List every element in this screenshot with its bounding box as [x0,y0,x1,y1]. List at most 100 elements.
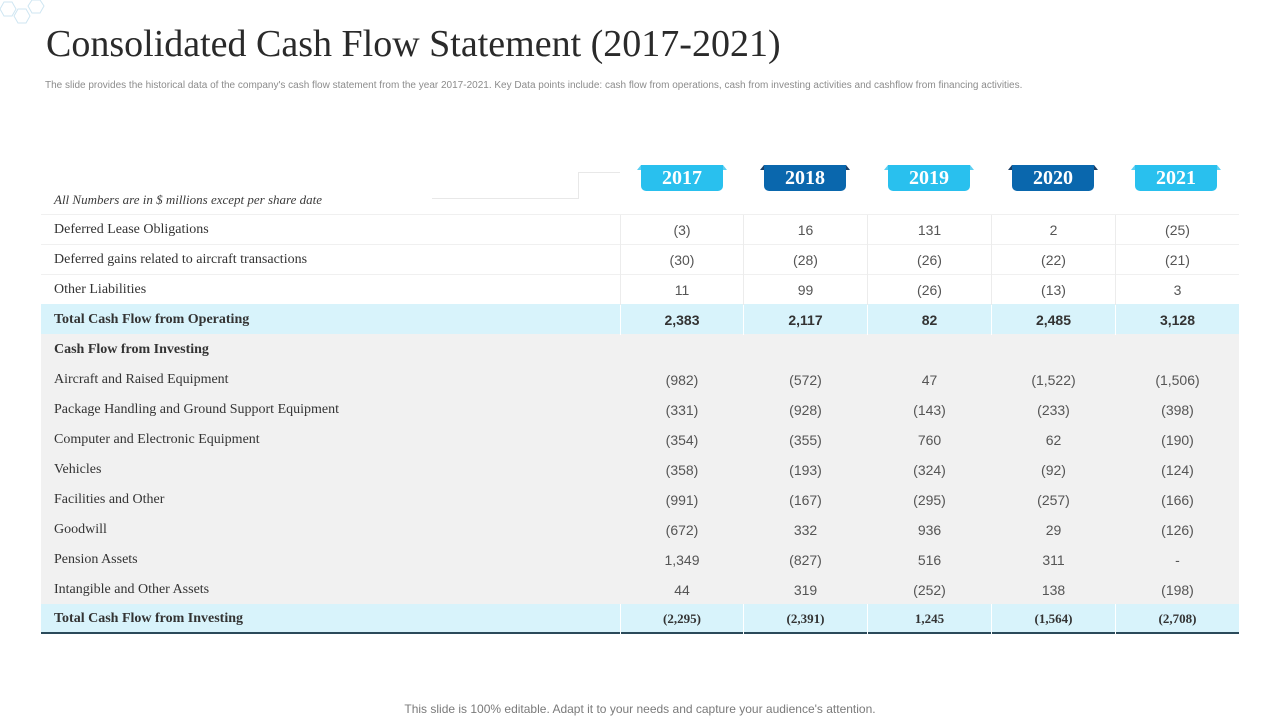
value-cell: 138 [1041,581,1066,598]
value-cell: (167) [789,491,822,508]
value-cell: 332 [793,521,818,538]
table-row: Intangible and Other Assets 44 319 (252) 138… [41,574,1239,604]
value-cell: 311 [1042,551,1065,568]
value-cell: (193) [789,461,822,478]
tab-body [641,165,723,191]
value-cell: (28) [743,244,867,275]
row-label: Cash Flow from Investing [54,341,209,357]
value-cell: (1,522) [1031,371,1076,388]
value-cell: 29 [1045,521,1062,538]
table-row: Other Liabilities 11 99 (26) (13) 3 [41,274,1239,305]
row-label: Other Liabilities [54,281,147,297]
value-cell: 3,128 [1115,304,1239,335]
tab-fold [637,165,641,170]
tab-fold [1008,165,1012,170]
value-cell: 11 [620,274,743,305]
value-cell: (198) [1161,581,1194,598]
tab-body [888,165,970,191]
table-row: Cash Flow from Investing [41,334,1239,364]
value-cell: (257) [1037,491,1070,508]
row-label: Computer and Electronic Equipment [54,431,260,447]
value-cell: (26) [867,244,991,275]
value-cell: (324) [913,461,946,478]
year-label: 2019 [909,167,949,189]
value-cell: (2,391) [743,603,867,634]
value-cell: 131 [867,214,991,245]
tab-fold [760,165,764,170]
value-cell: 44 [674,581,690,598]
value-cell: 2 [991,214,1115,245]
value-cell [620,335,743,365]
value-cell: 2,117 [743,304,867,335]
row-label: Facilities and Other [54,491,165,507]
tab-body [764,165,846,191]
page-title: Consolidated Cash Flow Statement (2017-2… [46,23,781,65]
value-cell: (26) [867,274,991,305]
value-cell: (572) [789,371,822,388]
tab-body [1012,165,1094,191]
value-cell: (354) [665,431,699,448]
table-row: Deferred gains related to aircraft trans… [41,244,1239,275]
value-cell: (2,295) [620,603,743,634]
value-cell: (126) [1161,521,1194,538]
table-row: Goodwill (672) 332 936 29 (126) [41,514,1239,544]
value-cell: (827) [789,551,822,568]
row-label: Intangible and Other Assets [54,581,210,597]
value-cell [991,335,1115,365]
value-cell: (1,506) [1155,371,1200,388]
value-cell: 319 [793,581,818,598]
table-row: Vehicles (358) (193) (324) (92) (124) [41,454,1239,484]
tab-fold [846,165,850,170]
value-cell: (2,708) [1115,603,1239,634]
value-cell: (21) [1115,244,1239,275]
row-label: Deferred Lease Obligations [54,221,209,237]
year-label: 2021 [1156,167,1196,189]
table-row: Aircraft and Raised Equipment (982) (572) 4… [41,364,1239,394]
value-cell: (331) [665,401,699,418]
value-cell: (92) [1041,461,1066,478]
table-row: Total Cash Flow from Investing (2,295) (2,… [41,603,1239,634]
value-cell: (991) [665,491,699,508]
value-cell: - [1175,551,1180,568]
value-cell: (252) [913,581,946,598]
row-label: Deferred gains related to aircraft trans… [54,251,308,267]
value-cell [867,335,991,365]
value-cell [743,335,867,365]
value-cell: 82 [867,304,991,335]
header-divider [432,198,579,199]
header-divider [578,172,579,198]
tab-fold [1131,165,1135,170]
cash-flow-table: Deferred Lease Obligations (3) 16 131 2 (25) D… [41,214,1239,634]
table-row: Total Cash Flow from Operating 2,383 2,117… [41,304,1239,335]
table-row: Deferred Lease Obligations (3) 16 131 2 (25) [41,214,1239,245]
tab-fold [1094,165,1098,170]
value-cell: (190) [1161,431,1194,448]
row-label: Aircraft and Raised Equipment [54,371,229,387]
tab-body [1135,165,1217,191]
hexagon-decoration [0,0,45,24]
year-label: 2018 [785,167,825,189]
units-note: All Numbers are in $ millions except per… [54,192,323,207]
header-divider [578,172,620,173]
footer-note: This slide is 100% editable. Adapt it to… [404,702,876,716]
value-cell: (1,564) [991,603,1115,634]
value-cell: 62 [1045,431,1062,448]
value-cell: 47 [921,371,938,388]
table-row: Facilities and Other (991) (167) (295) (257)… [41,484,1239,514]
value-cell: 2,485 [991,304,1115,335]
value-cell [1115,335,1239,365]
row-label: Goodwill [54,521,107,537]
value-cell: 1,245 [867,603,991,634]
row-label: Pension Assets [54,551,138,567]
year-tab-4: 2021 [1131,165,1221,191]
row-label: Total Cash Flow from Operating [54,311,250,327]
table-row: Package Handling and Ground Support Equi… [41,394,1239,424]
value-cell: (233) [1037,401,1070,418]
value-cell: 2,383 [620,304,743,335]
tab-fold [723,165,727,170]
year-tab-0: 2017 [637,165,727,191]
value-cell: (25) [1115,214,1239,245]
value-cell: 3 [1115,274,1239,305]
value-cell: (3) [620,214,743,245]
value-cell: 99 [743,274,867,305]
